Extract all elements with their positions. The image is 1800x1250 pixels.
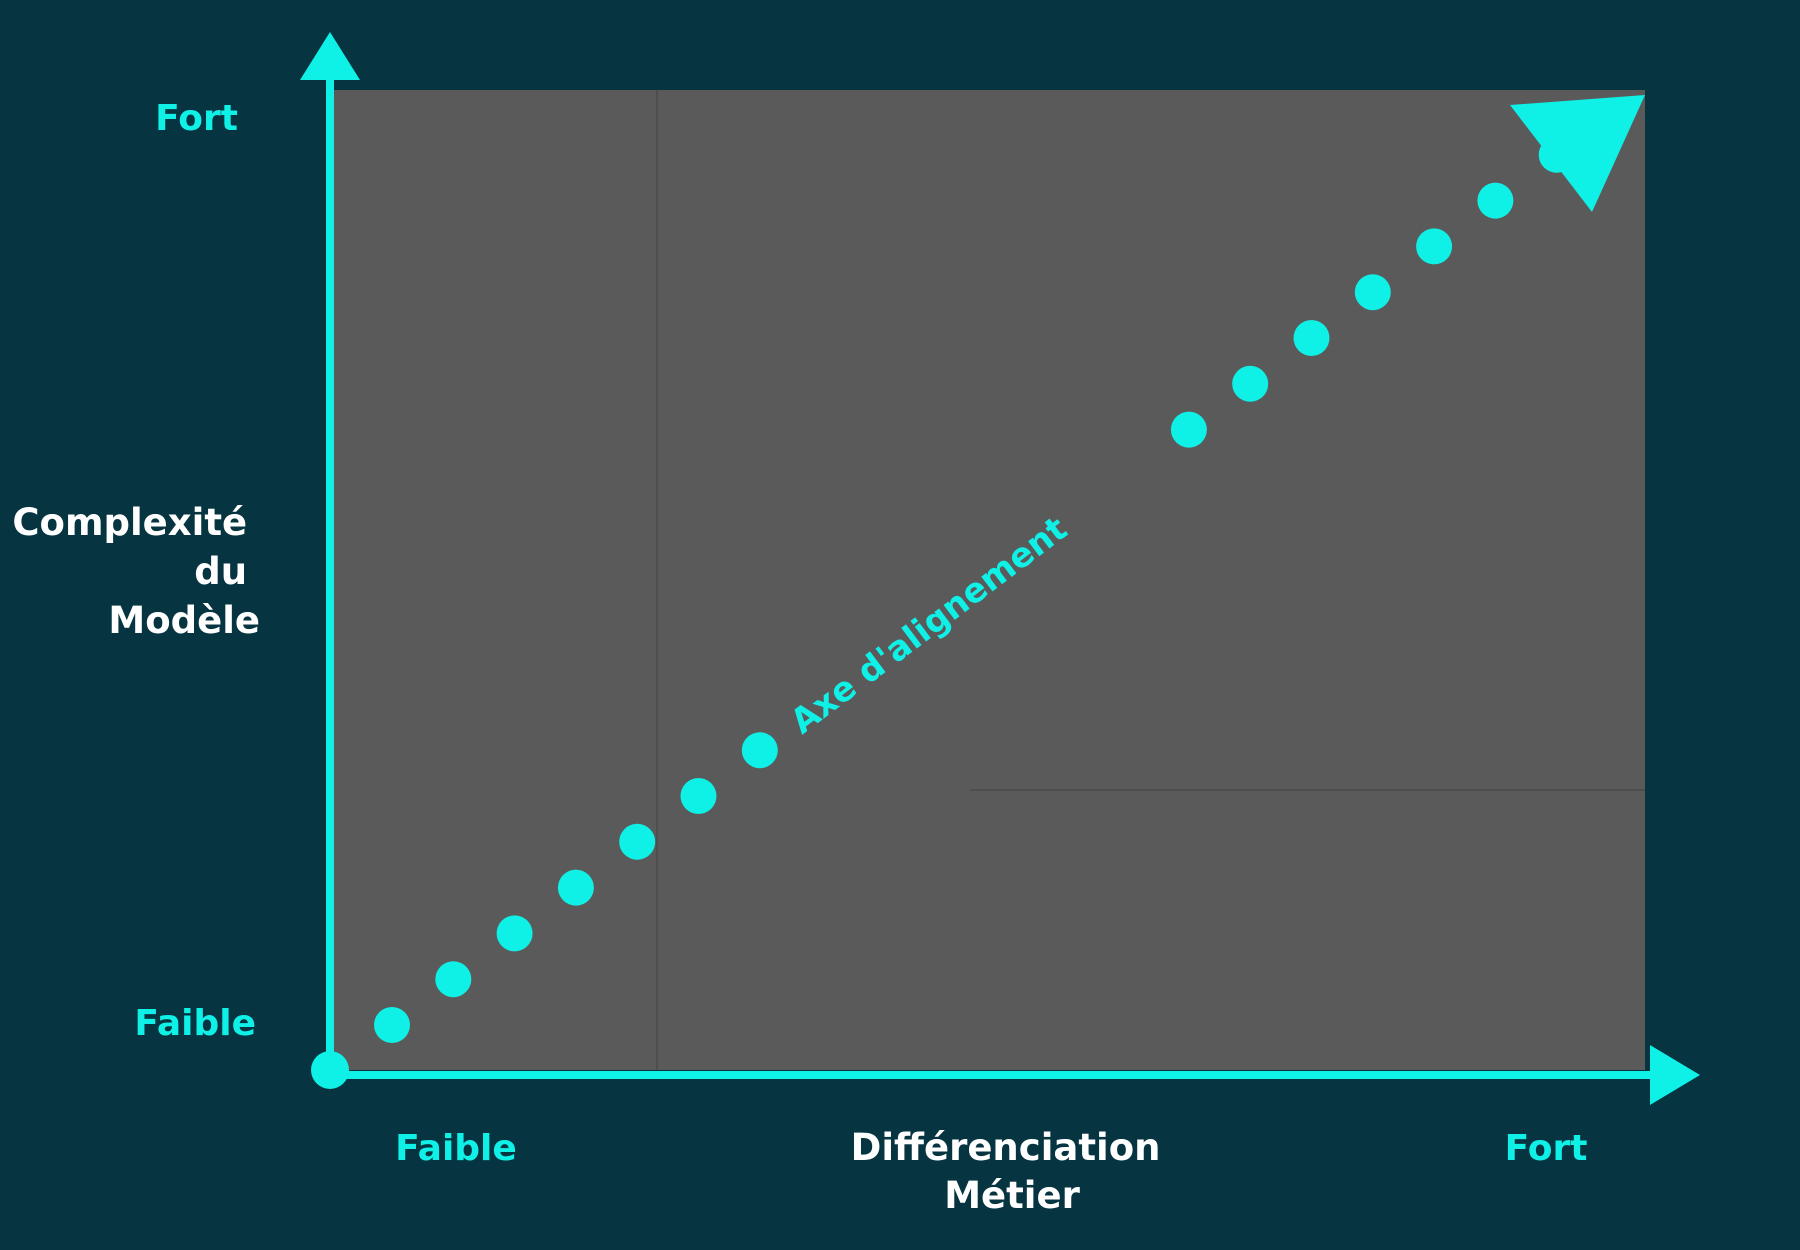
y-axis-title-line-2: du [194, 550, 247, 593]
x-high-label: Fort [1505, 1128, 1588, 1169]
x-axis-arrowhead [1650, 1045, 1700, 1105]
x-low-label: Faible [395, 1128, 517, 1169]
alignment-dot [1170, 411, 1207, 448]
alignment-dot [680, 778, 717, 814]
alignment-dot [557, 869, 594, 906]
x-axis-title: Différenciation Métier [851, 1126, 1174, 1217]
y-axis-title-line-1: Complexité [12, 501, 247, 544]
y-axis-title-line-3: Modèle [108, 599, 260, 642]
alignment-dot [435, 961, 472, 998]
y-axis-title: Complexité du Modèle [12, 501, 260, 642]
alignment-dot [741, 732, 778, 769]
alignment-dot [1354, 274, 1391, 311]
alignment-dot [1416, 228, 1453, 265]
y-axis-arrowhead [300, 32, 360, 80]
alignment-dot [374, 1007, 410, 1043]
alignment-dot [496, 915, 533, 952]
y-low-label: Faible [134, 1003, 256, 1044]
alignment-dot [1232, 365, 1269, 402]
x-axis-title-line-1: Différenciation [851, 1126, 1161, 1169]
alignment-dot [1477, 182, 1514, 219]
x-axis-title-line-2: Métier [944, 1174, 1080, 1217]
y-high-label: Fort [155, 98, 238, 139]
alignment-dots [374, 136, 1575, 1043]
alignment-dot [1293, 320, 1330, 356]
alignment-arrowhead [1510, 95, 1645, 212]
origin-dot [311, 1051, 349, 1089]
alignment-dot [619, 823, 656, 860]
